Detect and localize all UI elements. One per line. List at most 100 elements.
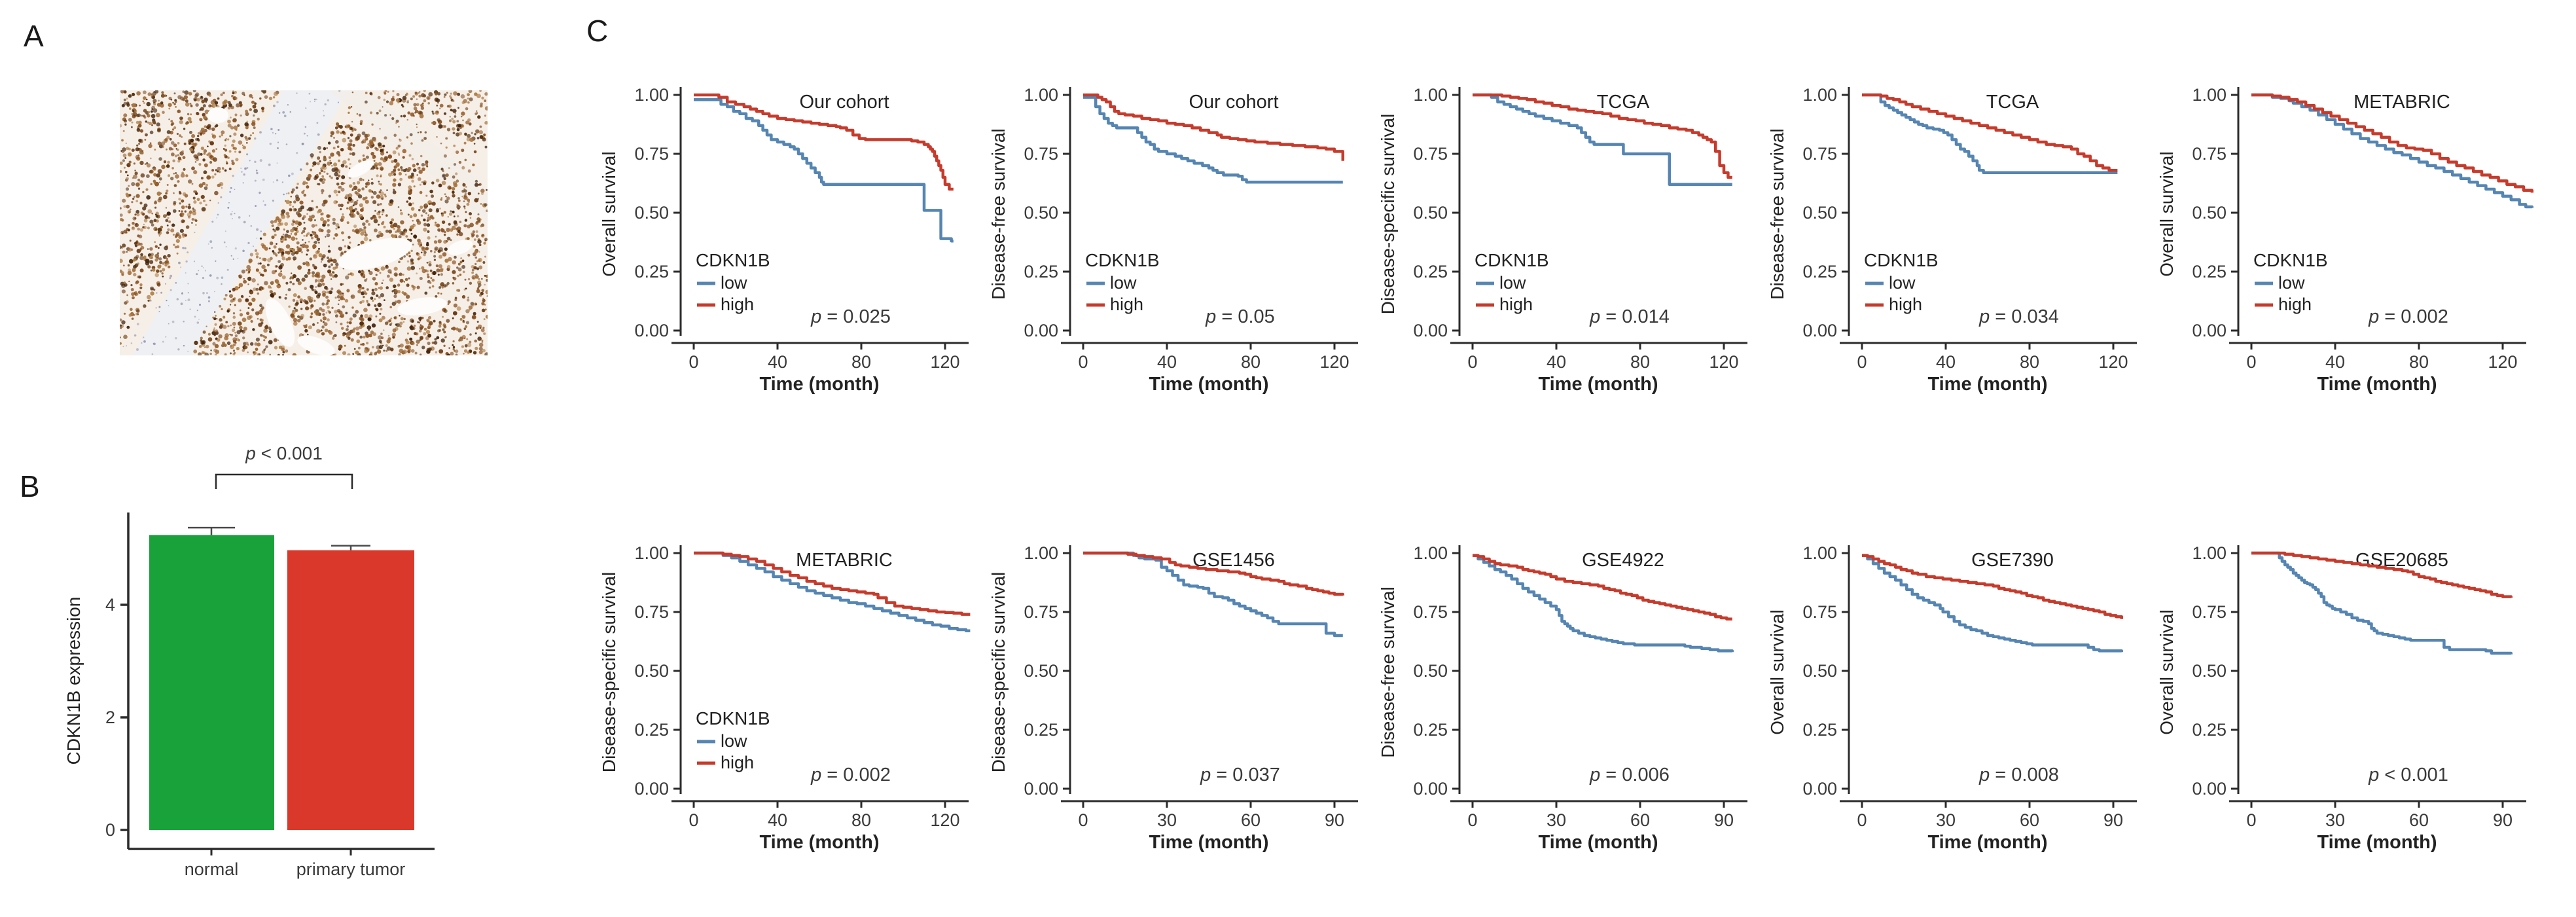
p-value-label: p = 0.006 — [1589, 764, 1670, 785]
x-tick-label: 30 — [1547, 810, 1566, 830]
km-plot-metabric: 1.00 0.75 0.50 0.25 0.00 Disease-specific sur… — [599, 543, 971, 853]
x-tick-label: 120 — [930, 352, 959, 372]
km-curve-low — [1083, 96, 1343, 184]
legend-label-low: low — [1499, 273, 1526, 293]
y-tick-label: 0.00 — [1024, 779, 1058, 799]
km-plot-title: GSE20685 — [2355, 550, 2448, 571]
x-axis: 0 30 60 90 Time (month) — [1840, 800, 2137, 853]
y-axis: 1.00 0.75 0.50 0.25 0.00 Overall survival — [2156, 85, 2240, 340]
km-cell-km-gse7390-os: 1.00 0.75 0.50 0.25 0.00 Overall survival 0 30 6… — [1757, 517, 2147, 884]
y-tick-label: 2 — [105, 708, 115, 727]
y-tick-label: 1.00 — [1802, 85, 1837, 105]
x-tick-label: 120 — [930, 810, 959, 830]
km-curve-high — [1862, 93, 2118, 172]
km-curve-high — [2251, 93, 2534, 193]
y-tick-label: 0.25 — [634, 262, 669, 281]
x-axis-title: Time (month) — [1149, 832, 1268, 853]
y-tick-label: 0.50 — [2192, 203, 2227, 223]
x-tick-label: 40 — [768, 810, 787, 830]
km-curve-high — [1083, 551, 1345, 596]
x-tick-label: 80 — [2409, 352, 2429, 372]
y-tick-label: 0.75 — [1413, 602, 1448, 622]
km-curve-high — [2251, 551, 2513, 598]
y-axis: 1.00 0.75 0.50 0.25 0.00 Disease-specific sur… — [1378, 85, 1461, 340]
y-axis-title: Disease-specific survival — [988, 572, 1009, 773]
y-tick-label: 0.50 — [2192, 661, 2227, 681]
x-tick-label: 0 — [1467, 352, 1477, 372]
y-axis: 0 2 4 CDKN1B expression — [63, 512, 435, 850]
y-tick-label: 0.25 — [1024, 720, 1058, 740]
x-tick-label: 60 — [1241, 810, 1261, 830]
y-axis: 1.00 0.75 0.50 0.25 0.00 Overall survival — [1767, 543, 1850, 799]
x-tick-label: 60 — [1630, 810, 1650, 830]
km-cell-km-tcga-dfs: 1.00 0.75 0.50 0.25 0.00 Disease-free surviva… — [1757, 59, 2147, 425]
km-curve-high — [694, 93, 954, 191]
y-tick-label: 0.50 — [634, 661, 669, 681]
x-tick-label: 90 — [2103, 810, 2123, 830]
x-tick-label: 90 — [1714, 810, 1734, 830]
km-cell-km-gse20685-os: 1.00 0.75 0.50 0.25 0.00 Overall survival 0 30 6… — [2147, 517, 2536, 884]
km-plot-title: Our cohort — [1189, 92, 1279, 113]
km-curve-high — [1473, 554, 1732, 621]
y-axis-title: Disease-specific survival — [1378, 114, 1398, 315]
y-axis-title: Disease-free survival — [1378, 586, 1398, 757]
x-tick-label: 40 — [1547, 352, 1566, 372]
legend-title: CDKN1B — [1475, 250, 1549, 270]
x-tick-label: 40 — [2325, 352, 2345, 372]
y-tick-label: 0.50 — [1413, 203, 1448, 223]
y-tick-label: 0.25 — [1024, 262, 1058, 281]
x-tick-label: 30 — [2325, 810, 2345, 830]
x-tick-label: 80 — [1241, 352, 1261, 372]
y-tick-label: 4 — [105, 595, 115, 615]
p-value-label: p = 0.025 — [810, 306, 891, 327]
x-axis: 0 40 80 120 Time (month) — [1061, 342, 1358, 395]
y-tick-label: 0.00 — [634, 779, 669, 799]
p-value-label: p = 0.002 — [810, 764, 891, 785]
km-plot-tcga: 1.00 0.75 0.50 0.25 0.00 Disease-free surviva… — [1767, 85, 2137, 395]
p-value-label: p < 0.001 — [2368, 764, 2448, 785]
x-category-label: primary tumor — [296, 859, 406, 879]
x-axis: 0 40 80 120 Time (month) — [671, 342, 969, 395]
km-curve-low — [694, 98, 954, 243]
km-curve-low — [694, 551, 971, 633]
y-tick-label: 0.50 — [1802, 203, 1837, 223]
y-axis-title: Overall survival — [2156, 151, 2177, 276]
km-cell-km-metabric-dss: 1.00 0.75 0.50 0.25 0.00 Disease-specific sur… — [589, 517, 978, 884]
legend-label-low: low — [1889, 273, 1916, 293]
legend: CDKN1B low high — [696, 250, 770, 314]
x-tick-label: 40 — [768, 352, 787, 372]
x-axis-title: Time (month) — [2317, 832, 2437, 853]
y-axis: 1.00 0.75 0.50 0.25 0.00 Disease-free surviva… — [1767, 85, 1850, 340]
km-plot-title: TCGA — [1597, 92, 1650, 113]
y-tick-label: 0.25 — [1802, 262, 1837, 281]
x-axis-title: Time (month) — [1538, 374, 1658, 395]
x-tick-label: 40 — [1936, 352, 1956, 372]
x-axis: 0 30 60 90 Time (month) — [1061, 800, 1358, 853]
y-tick-label: 0.00 — [1024, 321, 1058, 340]
x-tick-label: 0 — [1078, 352, 1088, 372]
x-axis-title: Time (month) — [1149, 374, 1268, 395]
legend-label-low: low — [721, 273, 747, 293]
ihc-stain-dots — [118, 88, 490, 357]
x-tick-label: 0 — [689, 352, 698, 372]
y-tick-label: 0.75 — [634, 144, 669, 164]
ihc-tissue-svg — [118, 88, 490, 357]
km-plot-title: Our cohort — [800, 92, 889, 113]
km-plot-metabric: 1.00 0.75 0.50 0.25 0.00 Overall survival 0 40 8… — [2156, 85, 2534, 395]
panel-b-label: B — [20, 469, 41, 503]
y-axis: 1.00 0.75 0.50 0.25 0.00 Disease-free surviva… — [1378, 543, 1461, 799]
p-value-label: p = 0.002 — [2368, 306, 2448, 327]
km-plot-gse20685: 1.00 0.75 0.50 0.25 0.00 Overall survival 0 30 6… — [2156, 543, 2526, 853]
y-tick-label: 0.50 — [1024, 661, 1058, 681]
y-tick-label: 1.00 — [2192, 543, 2227, 563]
p-value-label: p = 0.008 — [1978, 764, 2059, 785]
legend-label-high: high — [721, 295, 754, 314]
x-tick-label: 40 — [1157, 352, 1177, 372]
y-tick-label: 0.00 — [1413, 779, 1448, 799]
y-tick-label: 0.00 — [1802, 779, 1837, 799]
x-tick-label: 60 — [2409, 810, 2429, 830]
x-axis-title: Time (month) — [1538, 832, 1658, 853]
km-cell-km-metabric-os: 1.00 0.75 0.50 0.25 0.00 Overall survival 0 40 8… — [2147, 59, 2536, 425]
x-axis: 0 40 80 120 Time (month) — [2229, 342, 2526, 395]
x-axis: 0 40 80 120 Time (month) — [671, 800, 969, 853]
